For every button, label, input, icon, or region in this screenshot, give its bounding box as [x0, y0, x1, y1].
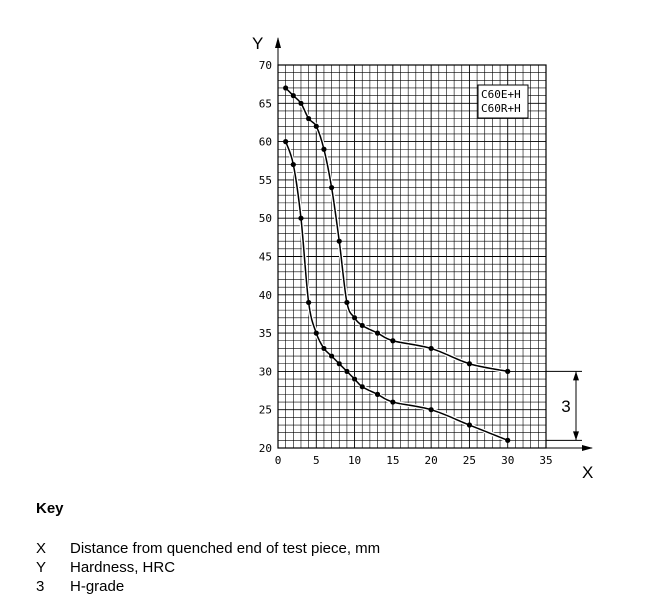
data-point	[321, 146, 327, 152]
y-tick-label: 35	[259, 327, 272, 340]
data-point	[290, 93, 296, 99]
x-tick-label: 35	[539, 454, 552, 467]
key-title: Key	[36, 500, 64, 517]
x-tick-labels: 0 5 10 15 20 25 30 35	[275, 454, 553, 467]
key-text: Distance from quenched end of test piece…	[70, 540, 381, 557]
y-axis-arrow-icon	[275, 37, 281, 48]
key-text: Hardness, HRC	[70, 559, 176, 576]
key-text: H-grade	[70, 578, 125, 595]
data-point	[283, 85, 289, 91]
data-point	[298, 100, 304, 106]
x-tick-label: 10	[348, 454, 361, 467]
series-line-halo	[283, 140, 509, 443]
data-point	[283, 139, 289, 145]
x-tick-label: 0	[275, 454, 282, 467]
data-point	[359, 384, 365, 390]
x-tick-label: 15	[386, 454, 399, 467]
data-point	[336, 238, 342, 244]
key-item-y: Y Hardness, HRC	[36, 559, 175, 577]
data-point	[390, 399, 396, 405]
x-tick-label: 25	[463, 454, 476, 467]
data-point	[321, 345, 327, 352]
x-axis-label: X	[582, 463, 593, 482]
data-point	[306, 116, 312, 122]
data-point	[351, 315, 358, 321]
key-symbol: X	[36, 540, 47, 557]
upper-curve	[285, 87, 508, 373]
series-group	[283, 85, 511, 443]
data-point	[374, 330, 381, 336]
y-tick-label: 25	[259, 404, 272, 417]
data-point	[351, 376, 358, 382]
data-point	[298, 215, 304, 221]
data-point	[466, 361, 473, 367]
y-tick-label: 30	[259, 365, 272, 378]
data-point	[336, 361, 342, 367]
grid	[277, 64, 547, 449]
axes	[275, 37, 593, 451]
data-point	[313, 330, 319, 336]
data-point	[329, 353, 335, 359]
data-point	[313, 123, 319, 129]
y-tick-label: 55	[259, 174, 272, 187]
x-tick-label: 20	[425, 454, 438, 467]
data-point	[428, 407, 434, 413]
hardenability-chart: 0 5 10 15 20 25 30 35 20 25 30 35 40 45 50 55 60 65 70 C6…	[252, 34, 593, 482]
key-item-x: X Distance from quenched end of test piec…	[36, 540, 380, 558]
y-tick-label: 40	[259, 289, 272, 302]
data-point	[344, 299, 350, 306]
key-symbol: 3	[36, 578, 45, 595]
y-tick-label: 50	[259, 212, 272, 225]
arrow-up-icon	[573, 371, 579, 381]
legend-box	[477, 84, 529, 119]
lower-curve	[284, 141, 508, 442]
x-tick-label: 30	[501, 454, 514, 467]
data-point	[290, 161, 296, 168]
data-point	[344, 368, 350, 374]
y-tick-label: 20	[259, 442, 272, 455]
data-point	[428, 345, 434, 352]
data-point	[390, 338, 396, 344]
y-tick-label: 65	[259, 97, 272, 110]
data-point	[505, 437, 511, 443]
arrow-down-icon	[573, 431, 579, 441]
data-point	[505, 368, 511, 374]
annotation-label: 3	[561, 397, 570, 416]
y-tick-label: 45	[259, 251, 272, 264]
legend-entry: C60E+H	[481, 88, 521, 101]
x-axis-arrow-icon	[582, 445, 593, 451]
y-tick-label: 60	[259, 136, 272, 149]
y-tick-labels: 20 25 30 35 40 45 50 55 60 65 70	[259, 59, 272, 455]
legend-entry: C60R+H	[481, 102, 521, 115]
data-point	[329, 184, 335, 191]
y-tick-label: 70	[259, 59, 272, 72]
x-tick-label: 5	[313, 454, 320, 467]
data-point	[466, 422, 473, 428]
key-item-3: 3 H-grade	[36, 578, 124, 596]
data-point	[306, 299, 312, 306]
data-point	[359, 322, 365, 329]
key-symbol: Y	[36, 559, 47, 576]
y-axis-label: Y	[252, 34, 263, 53]
data-point	[374, 391, 381, 397]
h-grade-annotation: 3	[546, 370, 582, 441]
